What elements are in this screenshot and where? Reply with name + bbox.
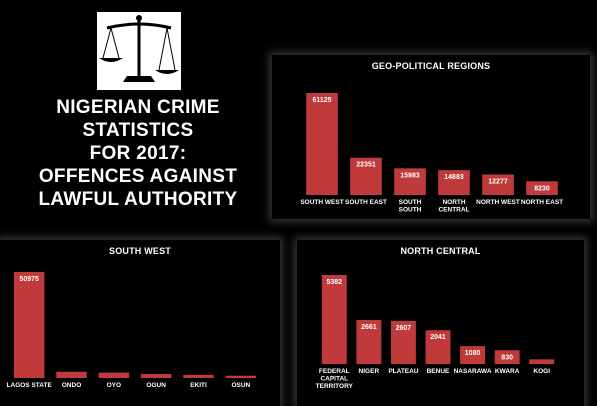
category-label: ONDO <box>62 382 82 389</box>
bar <box>350 157 382 195</box>
category-label: KWARA <box>495 368 520 375</box>
category-label: FEDERAL <box>319 368 350 375</box>
data-label: 2661 <box>361 324 377 331</box>
bar <box>394 168 426 195</box>
bar <box>526 181 558 195</box>
bar <box>460 346 486 364</box>
scales-of-justice-icon <box>97 12 181 90</box>
category-label: SOUTH EAST <box>345 199 387 206</box>
bar <box>438 170 470 195</box>
category-label: LAGOS STATE <box>7 382 53 389</box>
category-label: NORTH WEST <box>476 199 520 206</box>
title-line: NIGERIAN CRIME STATISTICS <box>56 97 220 141</box>
data-label: 2041 <box>430 334 446 341</box>
category-label: NIGER <box>359 368 380 375</box>
category-label: KOGI <box>533 368 550 375</box>
category-label: CAPITAL <box>320 376 348 383</box>
geo-political-regions-chart: 61125 SOUTH WEST 22351 SOUTH EAST 15983 SOUTH… <box>300 93 563 214</box>
category-label: OSUN <box>231 382 250 389</box>
category-label: NORTH <box>442 199 465 206</box>
bar <box>390 320 416 364</box>
category-label: CENTRAL <box>438 207 469 214</box>
category-label: NORTH EAST <box>521 199 563 206</box>
category-label: NASARAWA <box>454 368 492 375</box>
category-label: SOUTH <box>399 199 422 206</box>
category-label: SOUTH <box>399 207 422 214</box>
data-label: 50975 <box>19 276 39 283</box>
south-west-chart: 50975 LAGOS STATE ONDO OYO OGUN EKITI OSUN <box>7 272 257 389</box>
chart-title: NORTH CENTRAL <box>400 246 481 256</box>
data-label: 8230 <box>534 185 550 192</box>
data-label: 14883 <box>444 174 464 181</box>
title-line: OFFENCES AGAINST <box>38 166 238 187</box>
bar <box>183 374 214 378</box>
north-central-panel: NORTH CENTRAL 5382 FEDERAL CAPITAL TERRITOR… <box>297 240 584 406</box>
bar <box>56 371 87 378</box>
bar <box>356 319 382 364</box>
chart-title: SOUTH WEST <box>109 246 171 256</box>
data-label: 15983 <box>400 172 420 179</box>
bar <box>425 330 451 364</box>
data-label: 12277 <box>488 179 508 186</box>
bar <box>140 374 172 378</box>
data-label: 2607 <box>396 325 412 332</box>
category-label: OYO <box>107 382 121 389</box>
category-label: BENUE <box>427 368 450 375</box>
category-label: OGUN <box>146 382 166 389</box>
bar <box>482 174 514 195</box>
chart-title: GEO-POLITICAL REGIONS <box>371 61 491 71</box>
data-label: 61125 <box>312 97 331 104</box>
page-title: NIGERIAN CRIME STATISTICS FOR 2017: OFFE… <box>4 96 272 211</box>
south-west-panel: SOUTH WEST 50975 LAGOS STATE ONDO OYO OGUN EK… <box>0 240 280 406</box>
data-label: 22351 <box>356 162 376 169</box>
title-line: LAWFUL AUTHORITY <box>38 189 238 210</box>
category-label: EKITI <box>190 382 207 389</box>
data-label: 830 <box>501 354 513 361</box>
data-label: 1080 <box>465 350 481 357</box>
category-label: PLATEAU <box>388 368 419 375</box>
bar <box>529 359 555 364</box>
category-label: SOUTH WEST <box>300 199 343 206</box>
bar <box>306 93 338 195</box>
data-label: 5382 <box>326 279 342 286</box>
bar <box>225 375 257 378</box>
bar <box>98 372 130 378</box>
geo-political-regions-panel: GEO-POLITICAL REGIONS 61125 SOUTH WEST 223… <box>272 55 590 219</box>
title-line: FOR 2017: <box>89 143 187 164</box>
bar <box>494 350 520 364</box>
bar <box>321 275 347 364</box>
category-label: TERRITORY <box>316 383 354 390</box>
bar <box>13 272 45 378</box>
